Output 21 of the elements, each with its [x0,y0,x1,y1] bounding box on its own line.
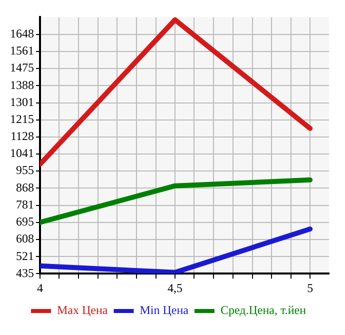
legend-label: Max Цена [56,303,108,318]
y-tick-label: 435 [16,266,34,280]
legend-label: Сред.Цена, т.йен [220,303,307,318]
y-tick-label: 1041 [10,146,34,160]
y-tick-label: 868 [16,180,34,194]
y-tick-label: 1128 [10,129,34,144]
y-tick-label: 521 [16,248,34,263]
y-tick-label: 1475 [10,60,34,75]
legend-label: Min Цена [140,303,190,318]
y-tick-label: 1648 [10,26,34,41]
y-tick-label: 608 [16,232,34,246]
x-tick-label: 4 [37,280,43,295]
y-tick-label: 1215 [10,112,34,126]
y-tick-label: 955 [16,163,34,178]
y-tick-label: 1561 [10,44,34,58]
x-tick-label: 4,5 [168,280,183,295]
y-tick-label: 695 [16,214,34,228]
y-tick-label: 1301 [10,94,34,109]
y-tick-label: 781 [16,198,34,212]
y-tick-label: 1388 [10,78,34,92]
x-tick-label: 5 [307,280,314,295]
